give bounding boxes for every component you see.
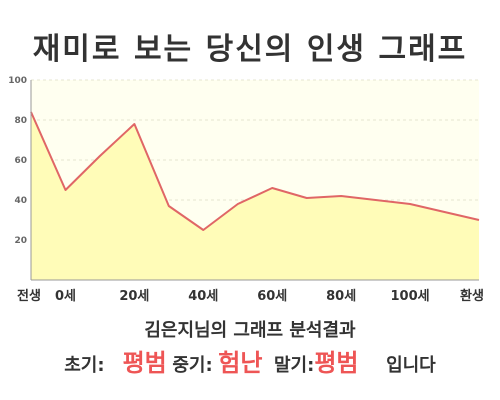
analysis-result: 초기: 평범 중기: 험난 말기:평범 입니다 xyxy=(0,346,500,383)
x-tick-label: 환생 xyxy=(460,288,484,304)
middle-label: 중기: xyxy=(172,355,213,376)
early-label: 초기: xyxy=(64,355,105,376)
ending-text: 입니다 xyxy=(386,355,436,376)
analysis-subtitle: 김은지님의 그래프 분석결과 xyxy=(144,320,356,341)
x-tick-label: 60세 xyxy=(257,289,287,304)
x-tick-label: 20세 xyxy=(119,289,149,304)
late-value: 평범 xyxy=(314,349,359,377)
late-label: 말기: xyxy=(273,355,315,376)
x-tick-labels: 전생 0세 20세 40세 60세 80세 100세 환생 xyxy=(17,288,484,304)
early-value: 평범 xyxy=(122,349,167,377)
middle-value: 험난 xyxy=(218,349,263,377)
chart-title: 재미로 보는 당신의 인생 그래프 xyxy=(32,32,468,67)
x-tick-label: 0세 xyxy=(55,289,76,304)
x-tick-label: 80세 xyxy=(326,289,356,304)
x-tick-label: 전생 xyxy=(17,288,41,304)
y-tick-label: 20 xyxy=(14,236,27,246)
y-tick-label: 80 xyxy=(14,116,27,126)
y-tick-label: 100 xyxy=(8,76,27,86)
y-tick-label: 60 xyxy=(14,156,27,166)
x-tick-label: 100세 xyxy=(391,289,430,304)
axes xyxy=(30,80,479,281)
y-tick-labels: 20 40 60 80 100 xyxy=(8,76,27,246)
series-line xyxy=(30,111,480,231)
area-fill xyxy=(31,112,479,280)
x-tick-label: 40세 xyxy=(188,289,218,304)
y-tick-label: 40 xyxy=(14,196,27,206)
